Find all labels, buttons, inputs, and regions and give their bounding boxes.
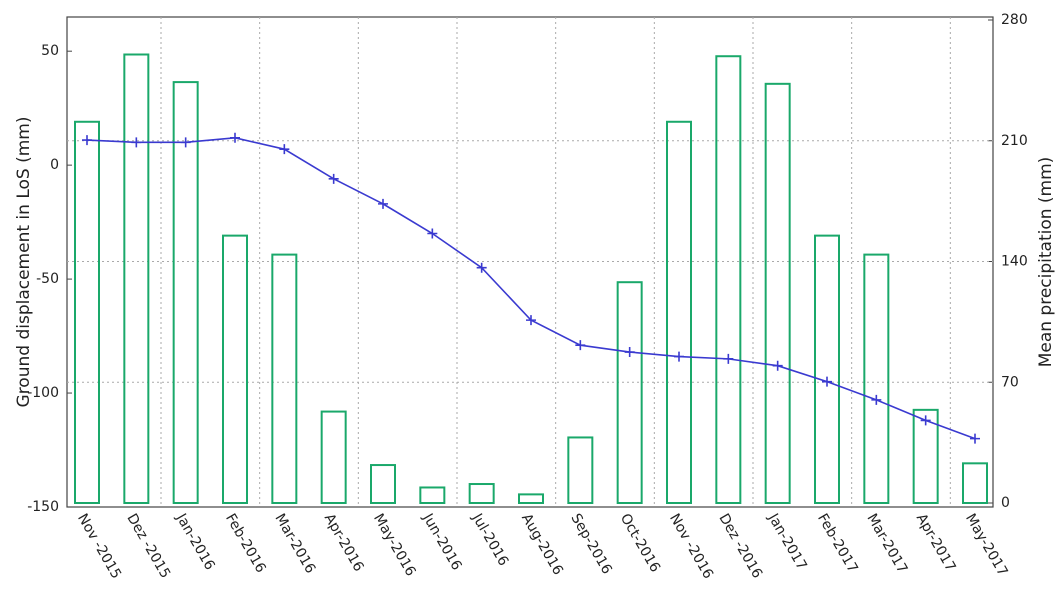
y2-tick-label: 210 (1001, 133, 1028, 149)
x-tick-label: Mar-2017 (863, 511, 910, 576)
displacement-marker (822, 376, 832, 387)
precip-bar (764, 82, 791, 504)
x-tick-label: Apr-2016 (321, 511, 367, 575)
precip-bar (814, 234, 840, 504)
x-tick-label: Jan-2016 (172, 510, 218, 573)
displacement-marker (180, 137, 191, 148)
precip-bar (123, 53, 150, 504)
x-tick-label: Mar-2016 (271, 511, 318, 576)
precip-bar (172, 81, 199, 504)
precip-bar (271, 253, 298, 504)
x-tick-label: Feb-2017 (814, 511, 861, 576)
x-tick-label: Dez -2016 (715, 511, 765, 581)
y-axis-title: Ground displacement in LoS (mm) (14, 117, 34, 408)
precip-bar (912, 408, 939, 505)
precip-bar (419, 486, 446, 505)
y-tick-label: 50 (41, 43, 59, 59)
displacement-marker (328, 173, 339, 184)
displacement-marker (476, 262, 487, 273)
x-tick-label: Jan-2017 (764, 510, 809, 573)
precip-bar (666, 120, 692, 505)
y2-axis-title: Mean precipitation (mm) (1036, 157, 1056, 368)
y2-tick-label: 70 (1001, 374, 1019, 390)
y2-tick-label: 0 (1001, 495, 1010, 511)
x-tick-label: Oct-2016 (617, 511, 663, 575)
x-tick-label: May-2016 (370, 511, 419, 579)
y2-tick-label: 140 (1001, 254, 1028, 270)
precip-bar (468, 483, 495, 504)
x-tick-label: Nov -2015 (74, 511, 124, 582)
y-tick-label: -150 (27, 499, 59, 515)
displacement-marker (82, 135, 92, 146)
x-tick-label: Jun-2016 (419, 510, 465, 573)
displacement-marker (624, 347, 635, 358)
y-tick-label: -100 (27, 385, 59, 401)
displacement-marker (970, 433, 980, 444)
x-tick-label: Dez -2015 (123, 511, 173, 581)
x-tick-label: Aug-2016 (518, 511, 566, 578)
displacement-marker (427, 228, 438, 239)
precip-bar (222, 234, 248, 504)
plot-frame (66, 16, 994, 508)
displacement-marker (131, 137, 142, 148)
y2-tick-label: 280 (1001, 12, 1028, 28)
x-tick-label: Sep-2016 (567, 511, 614, 577)
displacement-marker (230, 132, 240, 143)
displacement-marker (674, 351, 684, 362)
precip-bar (518, 493, 544, 504)
displacement-marker (723, 353, 734, 364)
precip-bar (863, 253, 890, 504)
precip-bar (567, 436, 594, 505)
displacement-marker (279, 144, 290, 155)
precip-bar (370, 464, 396, 504)
precip-bar (320, 410, 347, 505)
displacement-marker (871, 394, 882, 405)
precip-bar (715, 55, 742, 504)
x-tick-label: Feb-2016 (222, 511, 269, 576)
displacement-marker (378, 198, 388, 209)
x-tick-label: Jul-2016 (468, 510, 511, 569)
x-tick-label: May-2017 (962, 511, 1011, 579)
displacement-marker (920, 415, 931, 426)
precip-bar (962, 462, 988, 505)
displacement-marker (772, 360, 783, 371)
precip-bar (74, 120, 100, 505)
displacement-marker (575, 340, 586, 351)
precip-bar (616, 281, 643, 505)
x-tick-label: Apr-2017 (913, 511, 959, 574)
y-tick-label: -50 (36, 271, 59, 287)
x-tick-label: Nov -2016 (666, 511, 716, 582)
y-tick-label: 0 (50, 157, 59, 173)
displacement-marker (526, 315, 536, 326)
displacement-line (86, 136, 976, 440)
